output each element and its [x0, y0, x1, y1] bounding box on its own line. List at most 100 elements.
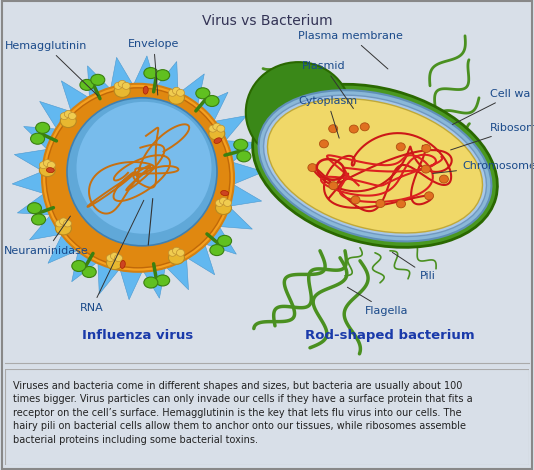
Text: Virus vs Bacterium: Virus vs Bacterium — [202, 14, 332, 28]
Ellipse shape — [122, 82, 130, 89]
Text: Rod-shaped bacterium: Rod-shaped bacterium — [305, 329, 475, 342]
Ellipse shape — [27, 203, 42, 214]
Polygon shape — [29, 212, 66, 240]
Ellipse shape — [258, 90, 491, 242]
Ellipse shape — [439, 175, 449, 183]
Ellipse shape — [30, 133, 44, 144]
Text: RNA: RNA — [80, 200, 144, 313]
Polygon shape — [132, 56, 157, 91]
Ellipse shape — [216, 202, 232, 214]
Ellipse shape — [360, 123, 369, 131]
Ellipse shape — [144, 277, 158, 288]
Ellipse shape — [176, 89, 184, 96]
Ellipse shape — [46, 88, 230, 268]
Text: Flagella: Flagella — [348, 287, 409, 316]
Polygon shape — [40, 102, 75, 132]
Ellipse shape — [156, 275, 170, 286]
Ellipse shape — [168, 89, 176, 96]
Ellipse shape — [82, 266, 96, 277]
Ellipse shape — [246, 62, 351, 162]
Ellipse shape — [425, 192, 434, 200]
Ellipse shape — [209, 125, 217, 132]
Ellipse shape — [111, 252, 119, 259]
Ellipse shape — [253, 84, 497, 247]
Polygon shape — [183, 240, 215, 275]
Ellipse shape — [60, 115, 76, 127]
Polygon shape — [222, 141, 258, 164]
Ellipse shape — [114, 82, 122, 89]
Ellipse shape — [217, 235, 232, 246]
Polygon shape — [72, 246, 101, 282]
Ellipse shape — [219, 197, 227, 204]
Ellipse shape — [351, 196, 360, 204]
Polygon shape — [98, 258, 122, 294]
Ellipse shape — [172, 247, 180, 254]
Polygon shape — [163, 254, 189, 290]
Text: Pili: Pili — [392, 252, 436, 281]
Polygon shape — [229, 161, 264, 186]
Polygon shape — [119, 265, 144, 300]
Ellipse shape — [68, 112, 76, 119]
Ellipse shape — [143, 86, 148, 94]
Ellipse shape — [349, 125, 358, 133]
Polygon shape — [215, 204, 253, 229]
Ellipse shape — [216, 199, 224, 206]
Polygon shape — [141, 263, 166, 298]
Polygon shape — [110, 57, 135, 93]
Ellipse shape — [168, 251, 184, 264]
Ellipse shape — [60, 112, 68, 119]
Text: Neuraminidase: Neuraminidase — [4, 216, 89, 256]
Ellipse shape — [118, 80, 126, 87]
Polygon shape — [175, 74, 205, 109]
Ellipse shape — [210, 244, 224, 256]
Ellipse shape — [168, 249, 176, 256]
Text: Cytoplasm: Cytoplasm — [298, 96, 357, 138]
Ellipse shape — [80, 79, 94, 90]
Polygon shape — [88, 66, 113, 102]
Ellipse shape — [422, 144, 431, 152]
Ellipse shape — [168, 91, 184, 104]
Ellipse shape — [421, 165, 430, 173]
Polygon shape — [61, 81, 93, 115]
Ellipse shape — [32, 214, 45, 225]
Ellipse shape — [106, 257, 122, 270]
Text: Ribosome: Ribosome — [451, 123, 534, 150]
Ellipse shape — [72, 260, 86, 272]
Polygon shape — [225, 182, 262, 207]
Text: Viruses and bacteria come in different shapes and sizes, but bacteria are usuall: Viruses and bacteria come in different s… — [13, 381, 473, 445]
Ellipse shape — [268, 99, 483, 233]
Text: Hemagglutinin: Hemagglutinin — [5, 41, 98, 96]
Ellipse shape — [224, 199, 232, 206]
Ellipse shape — [396, 143, 405, 151]
Polygon shape — [154, 62, 178, 98]
Ellipse shape — [329, 182, 338, 190]
Ellipse shape — [64, 220, 72, 227]
Ellipse shape — [397, 200, 405, 208]
Ellipse shape — [36, 122, 50, 133]
Ellipse shape — [172, 87, 180, 94]
Ellipse shape — [120, 260, 125, 268]
Ellipse shape — [46, 168, 54, 172]
Ellipse shape — [237, 151, 251, 162]
Ellipse shape — [264, 95, 486, 236]
Ellipse shape — [56, 220, 64, 227]
Ellipse shape — [144, 68, 158, 78]
Text: Plasmid: Plasmid — [302, 61, 354, 109]
Ellipse shape — [328, 125, 337, 133]
Text: Envelope: Envelope — [128, 39, 179, 95]
Text: Plasma membrane: Plasma membrane — [298, 31, 403, 69]
Ellipse shape — [64, 110, 72, 118]
Polygon shape — [194, 92, 228, 125]
Text: Cell wall: Cell wall — [452, 89, 534, 125]
Ellipse shape — [221, 190, 229, 196]
Ellipse shape — [196, 88, 210, 99]
Ellipse shape — [234, 139, 248, 150]
Ellipse shape — [319, 140, 328, 148]
Ellipse shape — [176, 249, 184, 256]
Ellipse shape — [56, 222, 72, 235]
Polygon shape — [14, 149, 51, 173]
Ellipse shape — [214, 138, 222, 143]
Polygon shape — [23, 126, 61, 152]
Polygon shape — [48, 231, 82, 263]
Polygon shape — [17, 191, 54, 215]
